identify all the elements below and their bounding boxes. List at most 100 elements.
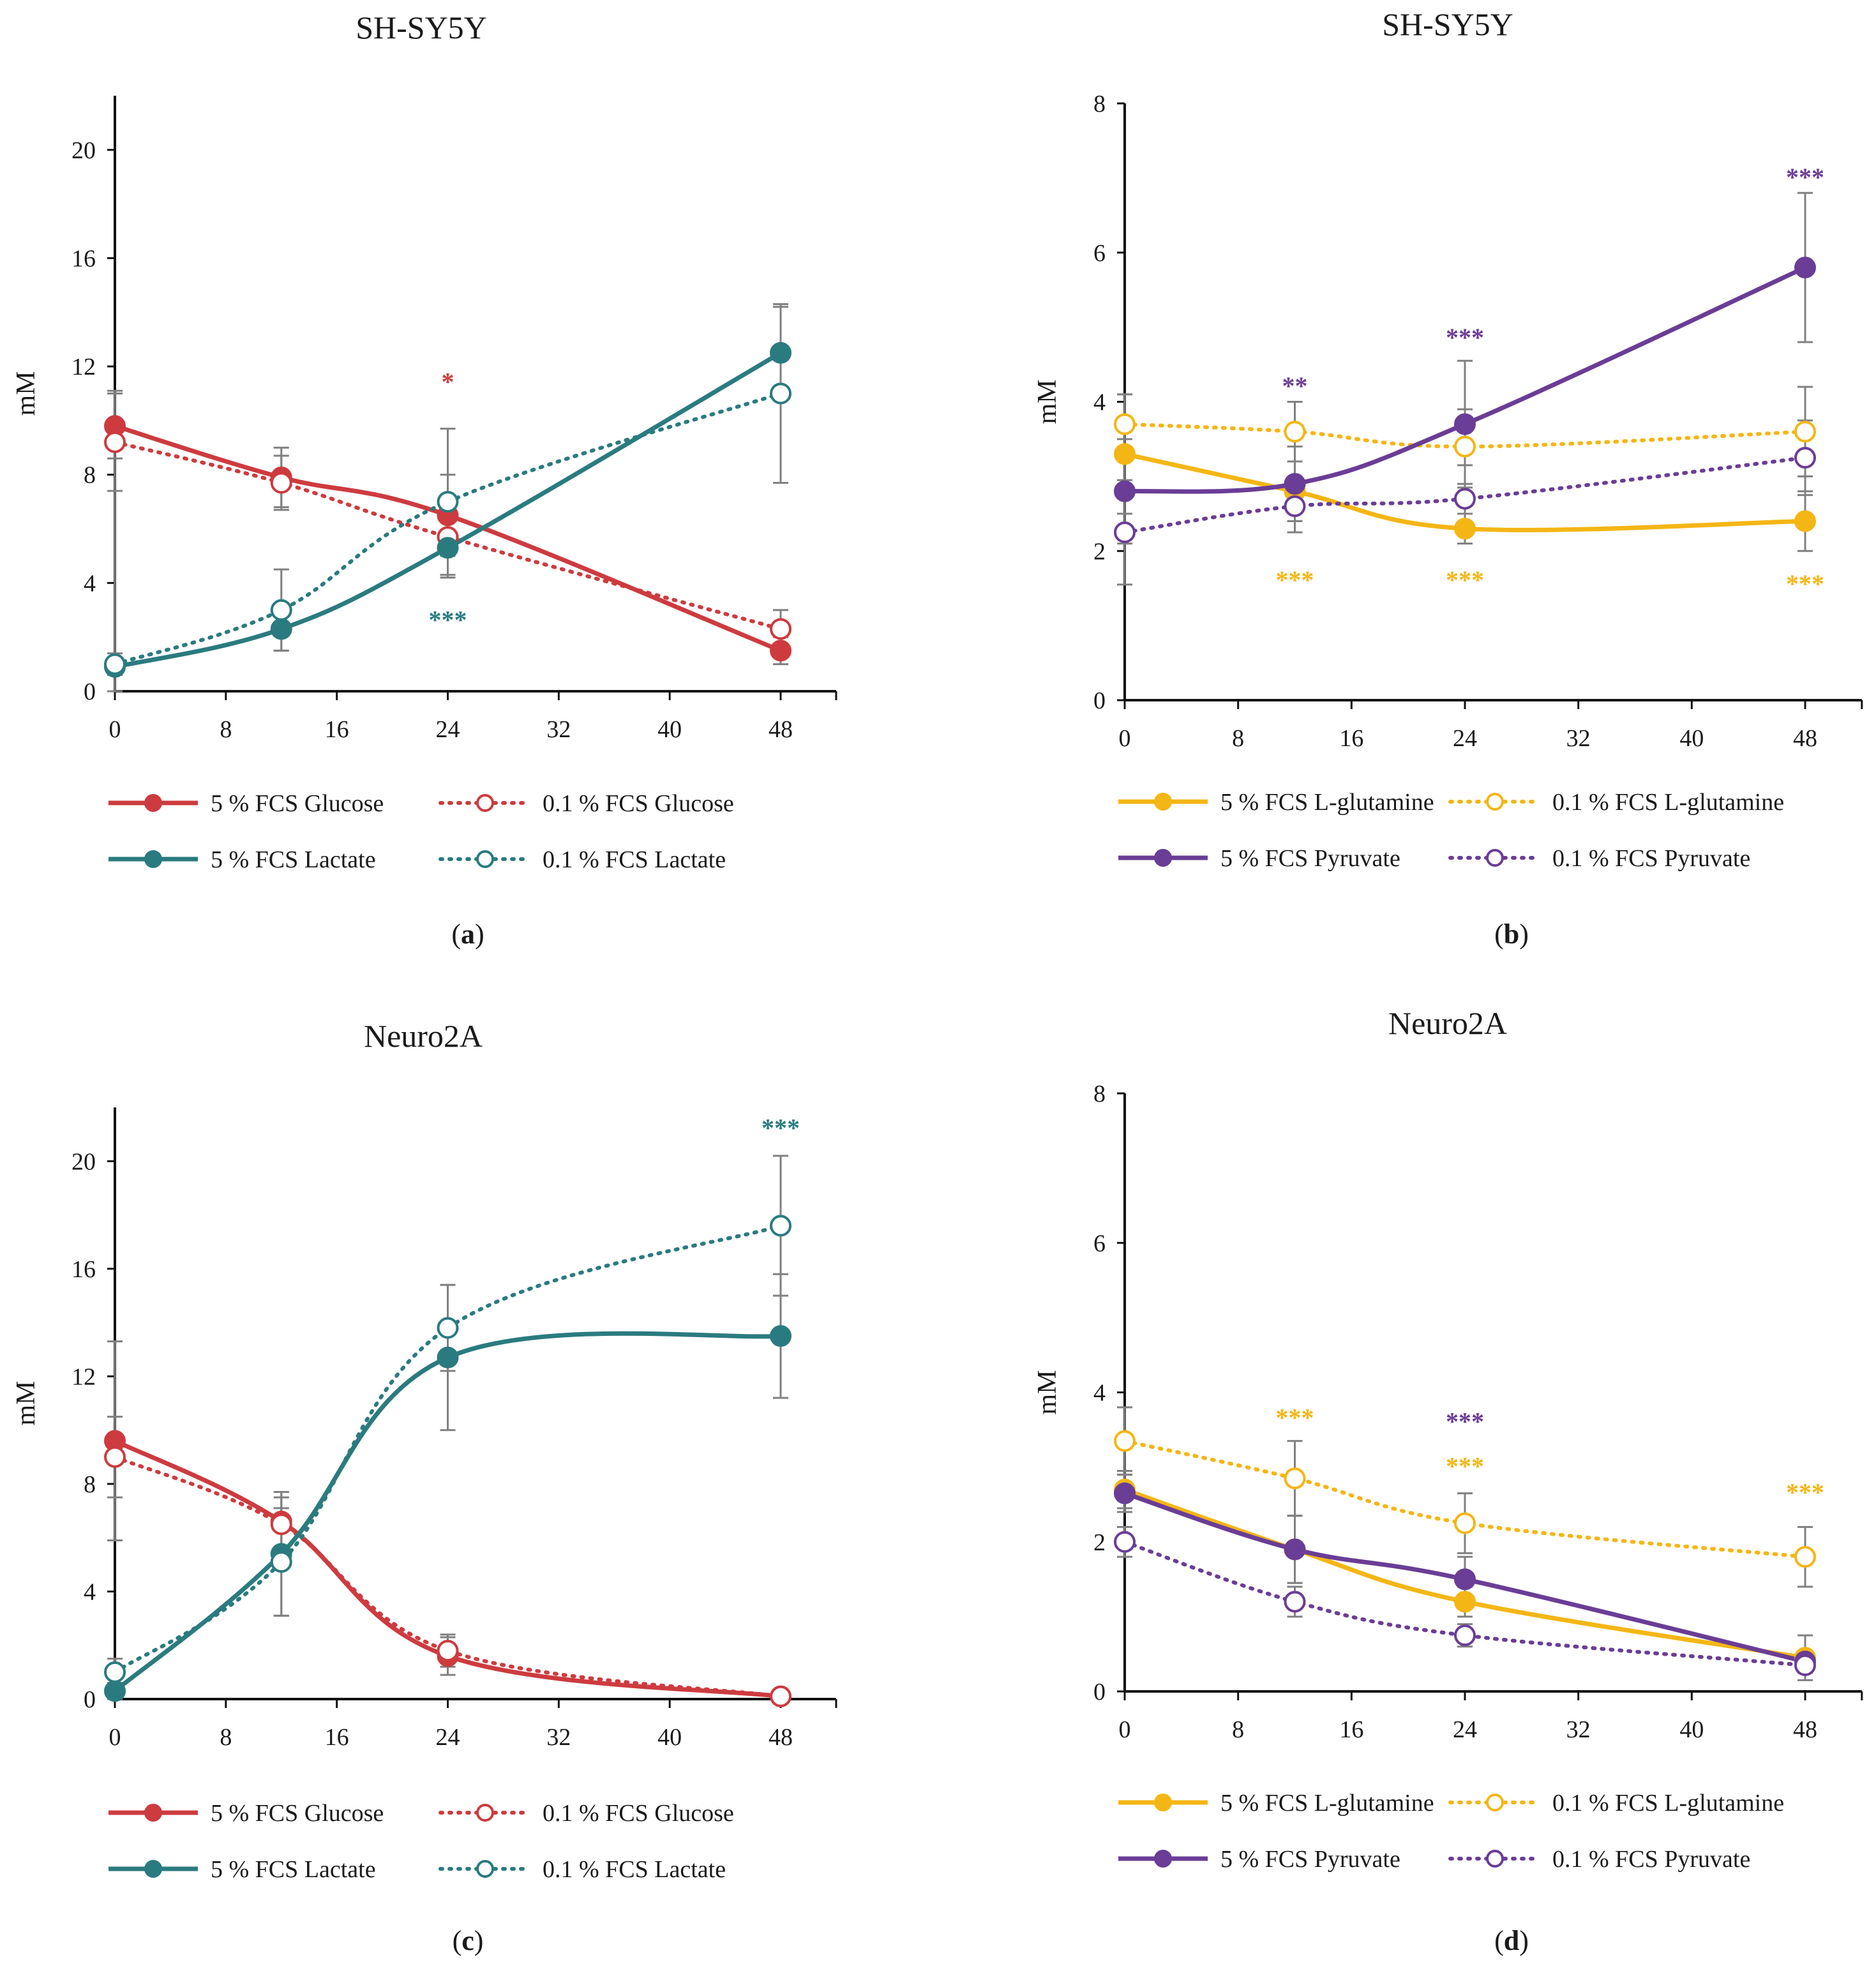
y-tick-label: 12: [71, 1363, 96, 1390]
series-line-5-fcs-l-glutamine: [1124, 451, 1806, 532]
data-point: [270, 1513, 292, 1536]
data-point: [104, 1680, 126, 1702]
x-tick-label: 0: [109, 716, 121, 743]
data-point: [1794, 447, 1816, 469]
data-point: [770, 618, 792, 640]
legend-label: 0.1 % FCS Glucose: [543, 790, 734, 817]
data-point: [1114, 1482, 1136, 1504]
data-point: [1794, 1654, 1816, 1677]
x-tick-label: 8: [1232, 725, 1244, 752]
data-point: [1454, 1512, 1476, 1534]
legend-label: 5 % FCS Lactate: [211, 1856, 376, 1883]
series-line-0-1-fcs-pyruvate: [1123, 1540, 1807, 1668]
data-point: [1284, 1591, 1306, 1613]
y-tick-label: 8: [84, 1471, 96, 1498]
legend-item: 0.1 % FCS Pyruvate: [1448, 845, 1750, 872]
panel-letter: c: [461, 1925, 474, 1956]
legend: 5 % FCS L-glutamine 0.1 % FCS L-glutamine…: [1118, 789, 1784, 872]
legend-label: 0.1 % FCS Pyruvate: [1552, 1846, 1750, 1873]
data-point: [1114, 480, 1136, 502]
x-tick-label: 8: [220, 1724, 232, 1751]
y-tick-label: 0: [1093, 1679, 1106, 1705]
legend-item: 0.1 % FCS Lactate: [439, 846, 726, 873]
y-tick-label: 0: [84, 678, 96, 705]
significance-marker: ***: [1276, 566, 1314, 594]
legend-item: 0.1 % FCS Pyruvate: [1448, 1846, 1750, 1873]
x-tick-label: 16: [325, 1724, 349, 1751]
data-point: [104, 1661, 126, 1683]
x-tick-label: 48: [769, 1724, 793, 1751]
legend-label: 0.1 % FCS L-glutamine: [1552, 789, 1784, 816]
legend-item: 5 % FCS L-glutamine: [1118, 1790, 1434, 1817]
data-point: [1794, 421, 1816, 443]
data-point: [770, 341, 792, 364]
data-point: [1454, 488, 1476, 510]
x-tick-label: 24: [436, 716, 460, 743]
x-tick-label: 32: [546, 1724, 571, 1751]
y-tick-label: 4: [1093, 389, 1106, 416]
y-tick-label: 4: [84, 1578, 96, 1605]
x-tick-label: 48: [769, 716, 793, 743]
y-tick-label: 0: [1093, 687, 1106, 714]
data-point: [770, 1685, 792, 1707]
legend-item: 5 % FCS Pyruvate: [1118, 1846, 1400, 1873]
legend-item: 0.1 % FCS L-glutamine: [1448, 1790, 1784, 1817]
data-point: [770, 640, 792, 662]
x-tick-label: 32: [546, 716, 571, 743]
y-tick-label: 8: [1093, 91, 1106, 117]
y-axis-label: mM: [11, 1381, 41, 1425]
legend-item: 5 % FCS Lactate: [109, 846, 376, 873]
x-tick-label: 16: [1339, 725, 1363, 752]
y-tick-label: 2: [1093, 538, 1106, 565]
series-line-0-1-fcs-l-glutamine: [1123, 1439, 1807, 1559]
series-line-0-1-fcs-lactate: [113, 391, 783, 666]
data-point: [1454, 435, 1476, 458]
x-tick-label: 32: [1566, 1716, 1591, 1743]
series-line-0-1-fcs-l-glutamine: [1123, 422, 1807, 449]
y-tick-label: 0: [84, 1686, 96, 1713]
x-tick-label: 0: [109, 1724, 121, 1751]
legend-label: 0.1 % FCS Lactate: [543, 846, 726, 873]
data-point: [770, 1215, 792, 1237]
significance-marker: ***: [1446, 566, 1484, 594]
data-point: [770, 382, 792, 405]
legend-item: 5 % FCS Glucose: [109, 790, 384, 817]
significance-marker: ***: [1786, 1478, 1824, 1507]
y-axis-label: mM: [1033, 379, 1062, 424]
data-point: [1794, 1546, 1816, 1568]
chart-title: Neuro2A: [364, 1018, 483, 1054]
data-point: [1794, 257, 1816, 279]
data-point: [1284, 495, 1306, 518]
data-point: [1454, 518, 1476, 540]
data-point: [1794, 510, 1816, 532]
data-point: [1114, 443, 1136, 465]
x-tick-label: 40: [1679, 725, 1704, 752]
series-line-5-fcs-pyruvate: [1123, 1491, 1806, 1664]
panel-letter: d: [1504, 1925, 1519, 1956]
legend-item: 5 % FCS Pyruvate: [1118, 845, 1400, 872]
data-point: [437, 1317, 459, 1339]
data-point: [1454, 1624, 1476, 1647]
chart-title: Neuro2A: [1388, 1005, 1507, 1041]
data-point: [270, 618, 292, 640]
series-line-5-fcs-lactate: [114, 350, 782, 670]
legend-label: 5 % FCS Glucose: [211, 790, 384, 817]
legend-item: 5 % FCS Lactate: [109, 1856, 376, 1883]
legend: 5 % FCS Glucose 0.1 % FCS Glucose 5 % FCS …: [109, 790, 734, 873]
y-tick-label: 20: [71, 1148, 96, 1175]
panel-letter: a: [461, 918, 475, 950]
x-tick-label: 24: [1453, 1716, 1477, 1743]
data-point: [104, 1446, 126, 1468]
x-tick-label: 40: [657, 1724, 682, 1751]
data-point: [1284, 421, 1306, 443]
y-tick-label: 2: [1093, 1529, 1106, 1556]
data-point: [270, 1551, 292, 1573]
legend-item: 0.1 % FCS Lactate: [439, 1856, 726, 1883]
y-tick-label: 12: [71, 354, 96, 380]
y-tick-label: 20: [71, 137, 96, 164]
series-line-0-1-fcs-glucose: [113, 1455, 783, 1698]
series-line-0-1-fcs-glucose: [113, 440, 783, 631]
legend-item: 5 % FCS Glucose: [109, 1800, 384, 1827]
